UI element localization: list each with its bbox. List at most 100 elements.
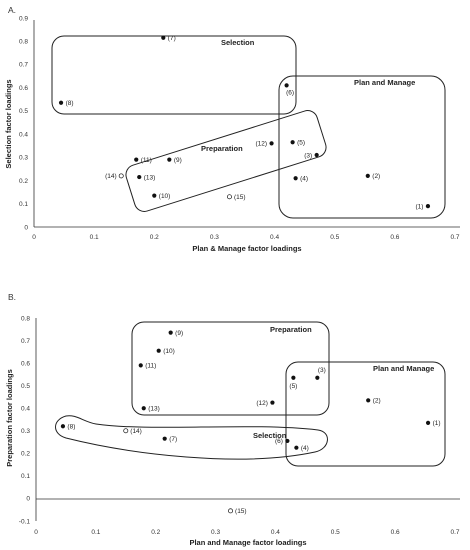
- data-point-label: (3): [304, 152, 312, 159]
- data-point-label: (1): [433, 420, 441, 427]
- data-point-label: (2): [372, 173, 380, 180]
- data-point: [228, 508, 233, 514]
- panel-b: B. 0 0.1 0.2 0.3 0.4 0.5 0.6 0.7 -0.100.10.20.3…: [5, 292, 460, 547]
- y-tick-label: 0.6: [19, 85, 28, 92]
- x-tick-label: 0.6: [391, 529, 400, 536]
- panel-a-x-tick-labels: 0 0.1 0.2 0.3 0.4 0.5 0.6 0.7: [32, 234, 460, 241]
- y-tick-label: 0.2: [21, 451, 30, 458]
- data-point-label: (5): [297, 140, 305, 147]
- x-tick-label: 0.6: [390, 234, 399, 241]
- y-tick-label: 0.1: [21, 473, 30, 480]
- panel-a-plan-and-manage-group-label: Plan and Manage: [354, 78, 415, 87]
- data-point-label: (1): [415, 203, 423, 210]
- data-point-label: (10): [159, 193, 171, 200]
- panel-a-y-tick-labels: 0 0.1 0.2 0.3 0.4 0.5 0.6 0.7 0.8 0.9: [19, 15, 28, 231]
- data-point: [167, 157, 172, 162]
- y-tick-label: 0.8: [21, 315, 30, 322]
- data-point-label: (4): [300, 176, 308, 183]
- x-tick-label: 0.3: [211, 529, 220, 536]
- data-point: [161, 35, 166, 40]
- x-tick-label: 0.4: [271, 529, 280, 536]
- x-tick-label: 0.1: [91, 529, 100, 536]
- y-tick-label: 0.5: [19, 108, 28, 115]
- data-point: [227, 194, 232, 200]
- panel-b-y-axis-title: Preparation factor loadings: [5, 369, 14, 467]
- x-tick-label: 0.5: [331, 529, 340, 536]
- data-point: [284, 83, 289, 88]
- data-point-label: (12): [256, 400, 268, 407]
- panel-a-y-axis-title: Selection factor loadings: [4, 79, 13, 168]
- x-tick-label: 0.7: [450, 234, 459, 241]
- data-point: [291, 375, 296, 380]
- y-tick-label: 0: [26, 496, 30, 503]
- data-point-label: (13): [148, 406, 160, 413]
- panel-b-x-axis-title: Plan and Manage factor loadings: [189, 538, 306, 547]
- x-tick-label: 0: [34, 529, 38, 536]
- y-tick-label: 0.6: [21, 360, 30, 367]
- data-point-label: (9): [175, 330, 183, 337]
- data-point-label: (15): [235, 508, 247, 515]
- data-point-label: (3): [318, 367, 326, 374]
- y-tick-label: 0.4: [19, 131, 28, 138]
- data-point-label: (14): [105, 173, 117, 180]
- panel-b-plan-and-manage-group: [285, 361, 446, 467]
- data-point: [425, 420, 431, 425]
- data-point: [294, 445, 299, 450]
- data-point-label: (8): [66, 100, 74, 107]
- panel-a-label: A.: [8, 5, 16, 15]
- panel-b-label: B.: [8, 292, 16, 302]
- data-point-label: (2): [373, 398, 381, 405]
- panel-b-points: (1) (2) (3) (4) (5) (6) (7) (8) (9) (10) (11) (12) (…: [60, 330, 441, 515]
- y-tick-label: 0.3: [19, 155, 28, 162]
- data-point: [269, 141, 274, 146]
- panel-b-selection-group-label: Selection: [253, 431, 287, 440]
- data-point-label: (15): [234, 194, 246, 201]
- x-tick-label: 0.2: [150, 234, 159, 241]
- x-tick-label: 0.3: [210, 234, 219, 241]
- data-point: [138, 363, 143, 368]
- data-point: [270, 400, 275, 405]
- data-point: [141, 406, 146, 411]
- data-point: [290, 140, 295, 145]
- data-point-label: (9): [174, 157, 182, 164]
- y-tick-label: 0.7: [19, 62, 28, 69]
- data-point: [123, 428, 129, 434]
- x-tick-label: 0.5: [330, 234, 339, 241]
- data-point: [156, 348, 161, 353]
- panel-a-x-axis-title: Plan & Manage factor loadings: [192, 244, 301, 253]
- data-point: [425, 204, 431, 209]
- x-tick-label: 0.1: [90, 234, 99, 241]
- data-point: [293, 176, 298, 181]
- data-point: [137, 174, 142, 180]
- data-point-label: (6): [286, 90, 294, 97]
- data-point: [365, 173, 370, 179]
- data-point-label: (4): [301, 445, 309, 452]
- panel-a-preparation-group: [125, 110, 327, 212]
- x-tick-label: 0.2: [151, 529, 160, 536]
- panel-b-plan-and-manage-group-label: Plan and Manage: [373, 364, 434, 373]
- panel-a-preparation-group-label: Preparation: [201, 144, 243, 153]
- data-point: [60, 424, 66, 429]
- data-point-label: (7): [168, 35, 176, 42]
- data-point-label: (14): [130, 428, 142, 435]
- data-point-label: (12): [256, 141, 268, 148]
- panel-b-y-tick-labels: -0.1 0 0.1 0.2 0.3 0.4 0.5 0.6 0.7 0.8: [19, 315, 31, 525]
- data-point: [58, 100, 64, 105]
- panel-b-selection-group: [55, 415, 328, 460]
- panel-a-selection-group: [51, 35, 297, 115]
- y-tick-label: 0.4: [21, 406, 30, 413]
- data-point: [366, 398, 371, 403]
- y-tick-label: 0.1: [19, 201, 28, 208]
- panel-b-x-tick-labels: 0 0.1 0.2 0.3 0.4 0.5 0.6 0.7: [34, 529, 460, 536]
- panel-b-preparation-group: [131, 321, 330, 416]
- panel-a-plan-and-manage-group: [278, 75, 446, 219]
- data-point-label: (5): [289, 383, 297, 390]
- data-point: [168, 330, 173, 335]
- data-point-label: (6): [275, 438, 283, 445]
- data-point: [118, 173, 124, 179]
- panel-a-selection-group-label: Selection: [221, 38, 255, 47]
- data-point-label: (8): [67, 424, 75, 431]
- y-tick-label: 0: [24, 224, 28, 231]
- data-point: [315, 375, 320, 380]
- data-point-label: (11): [141, 157, 152, 164]
